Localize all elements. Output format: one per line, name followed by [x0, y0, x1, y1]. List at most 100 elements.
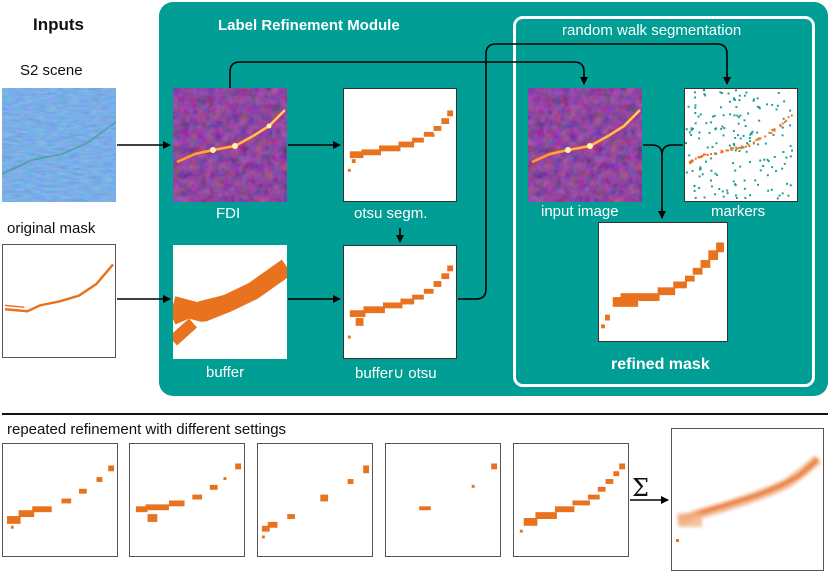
background-marker [732, 180, 735, 183]
background-marker [743, 187, 746, 190]
background-marker [726, 192, 729, 195]
background-marker [766, 158, 769, 161]
background-marker [745, 91, 748, 94]
background-marker [708, 131, 711, 134]
refined-mask-label: refined mask [611, 356, 710, 373]
foreground-marker [783, 121, 786, 124]
foreground-marker [785, 119, 788, 122]
background-marker [722, 134, 725, 137]
sum-symbol: Σ [632, 474, 649, 502]
background-marker [720, 127, 723, 130]
background-marker [699, 167, 702, 170]
background-marker [764, 142, 767, 145]
background-marker [694, 106, 697, 109]
foreground-marker [748, 145, 751, 148]
foreground-marker [727, 149, 730, 152]
background-marker [748, 137, 751, 140]
background-marker [753, 98, 756, 101]
background-marker [729, 100, 731, 103]
background-marker [698, 175, 701, 178]
foreground-marker [725, 149, 728, 152]
background-marker [711, 145, 714, 148]
background-marker [791, 149, 793, 152]
background-marker [743, 119, 746, 122]
background-marker [718, 188, 721, 190]
background-marker [781, 167, 784, 170]
inputs-heading: Inputs [33, 15, 84, 34]
background-marker [751, 130, 754, 133]
background-marker [734, 183, 737, 186]
refined-mask-image [598, 222, 728, 342]
background-marker [743, 94, 746, 97]
background-marker [704, 94, 707, 97]
foreground-marker [720, 151, 723, 154]
background-marker [736, 114, 739, 117]
background-marker [690, 127, 693, 130]
foreground-marker [764, 135, 767, 138]
background-marker [714, 193, 717, 196]
refinement-variant-2 [129, 443, 245, 557]
background-marker [756, 97, 759, 100]
background-marker [693, 185, 696, 188]
background-marker [783, 162, 786, 165]
background-marker [698, 131, 701, 134]
background-marker [692, 127, 694, 130]
background-marker [721, 125, 724, 128]
background-marker [715, 142, 718, 145]
background-marker [787, 194, 790, 197]
fdi-image [173, 88, 287, 202]
foreground-marker [744, 145, 747, 148]
background-marker [771, 166, 774, 169]
background-marker [744, 125, 747, 127]
background-marker [693, 91, 696, 94]
background-marker [789, 109, 792, 112]
background-marker [739, 165, 742, 168]
background-marker [729, 113, 732, 116]
background-marker [706, 146, 709, 149]
foreground-marker [758, 137, 761, 140]
aggregated-mask-image [671, 428, 824, 571]
foreground-marker [790, 114, 793, 117]
background-marker [694, 122, 697, 125]
foreground-marker [768, 131, 771, 134]
background-marker [710, 157, 713, 160]
background-marker [783, 100, 786, 103]
background-marker [735, 196, 738, 199]
foreground-marker [747, 143, 750, 146]
foreground-marker [729, 147, 732, 149]
s2-scene-label: S2 scene [20, 62, 83, 79]
background-marker [699, 166, 702, 169]
background-marker [732, 143, 735, 145]
foreground-marker [773, 129, 776, 132]
background-marker [726, 189, 729, 192]
background-marker [733, 98, 736, 101]
input-image [528, 88, 642, 202]
background-marker [713, 114, 716, 117]
background-marker [698, 187, 701, 189]
background-marker [781, 192, 784, 195]
background-marker [734, 136, 737, 139]
background-marker [782, 151, 785, 153]
foreground-marker [688, 160, 691, 163]
foreground-marker [694, 157, 697, 160]
foreground-marker [689, 162, 692, 165]
foreground-marker [773, 128, 776, 131]
background-marker [749, 194, 752, 197]
background-marker [732, 130, 735, 133]
background-marker [722, 195, 725, 198]
background-marker [771, 103, 774, 106]
background-marker [750, 132, 753, 135]
background-marker [733, 97, 735, 100]
foreground-marker [702, 153, 705, 156]
background-marker [758, 106, 761, 109]
background-marker [737, 122, 740, 125]
background-marker [756, 105, 759, 108]
foreground-marker [752, 142, 755, 145]
background-marker [735, 106, 738, 108]
refinement-variant-5 [513, 443, 629, 557]
background-marker [715, 127, 718, 130]
background-marker [703, 89, 706, 92]
background-marker [738, 99, 741, 102]
foreground-marker [699, 156, 702, 159]
